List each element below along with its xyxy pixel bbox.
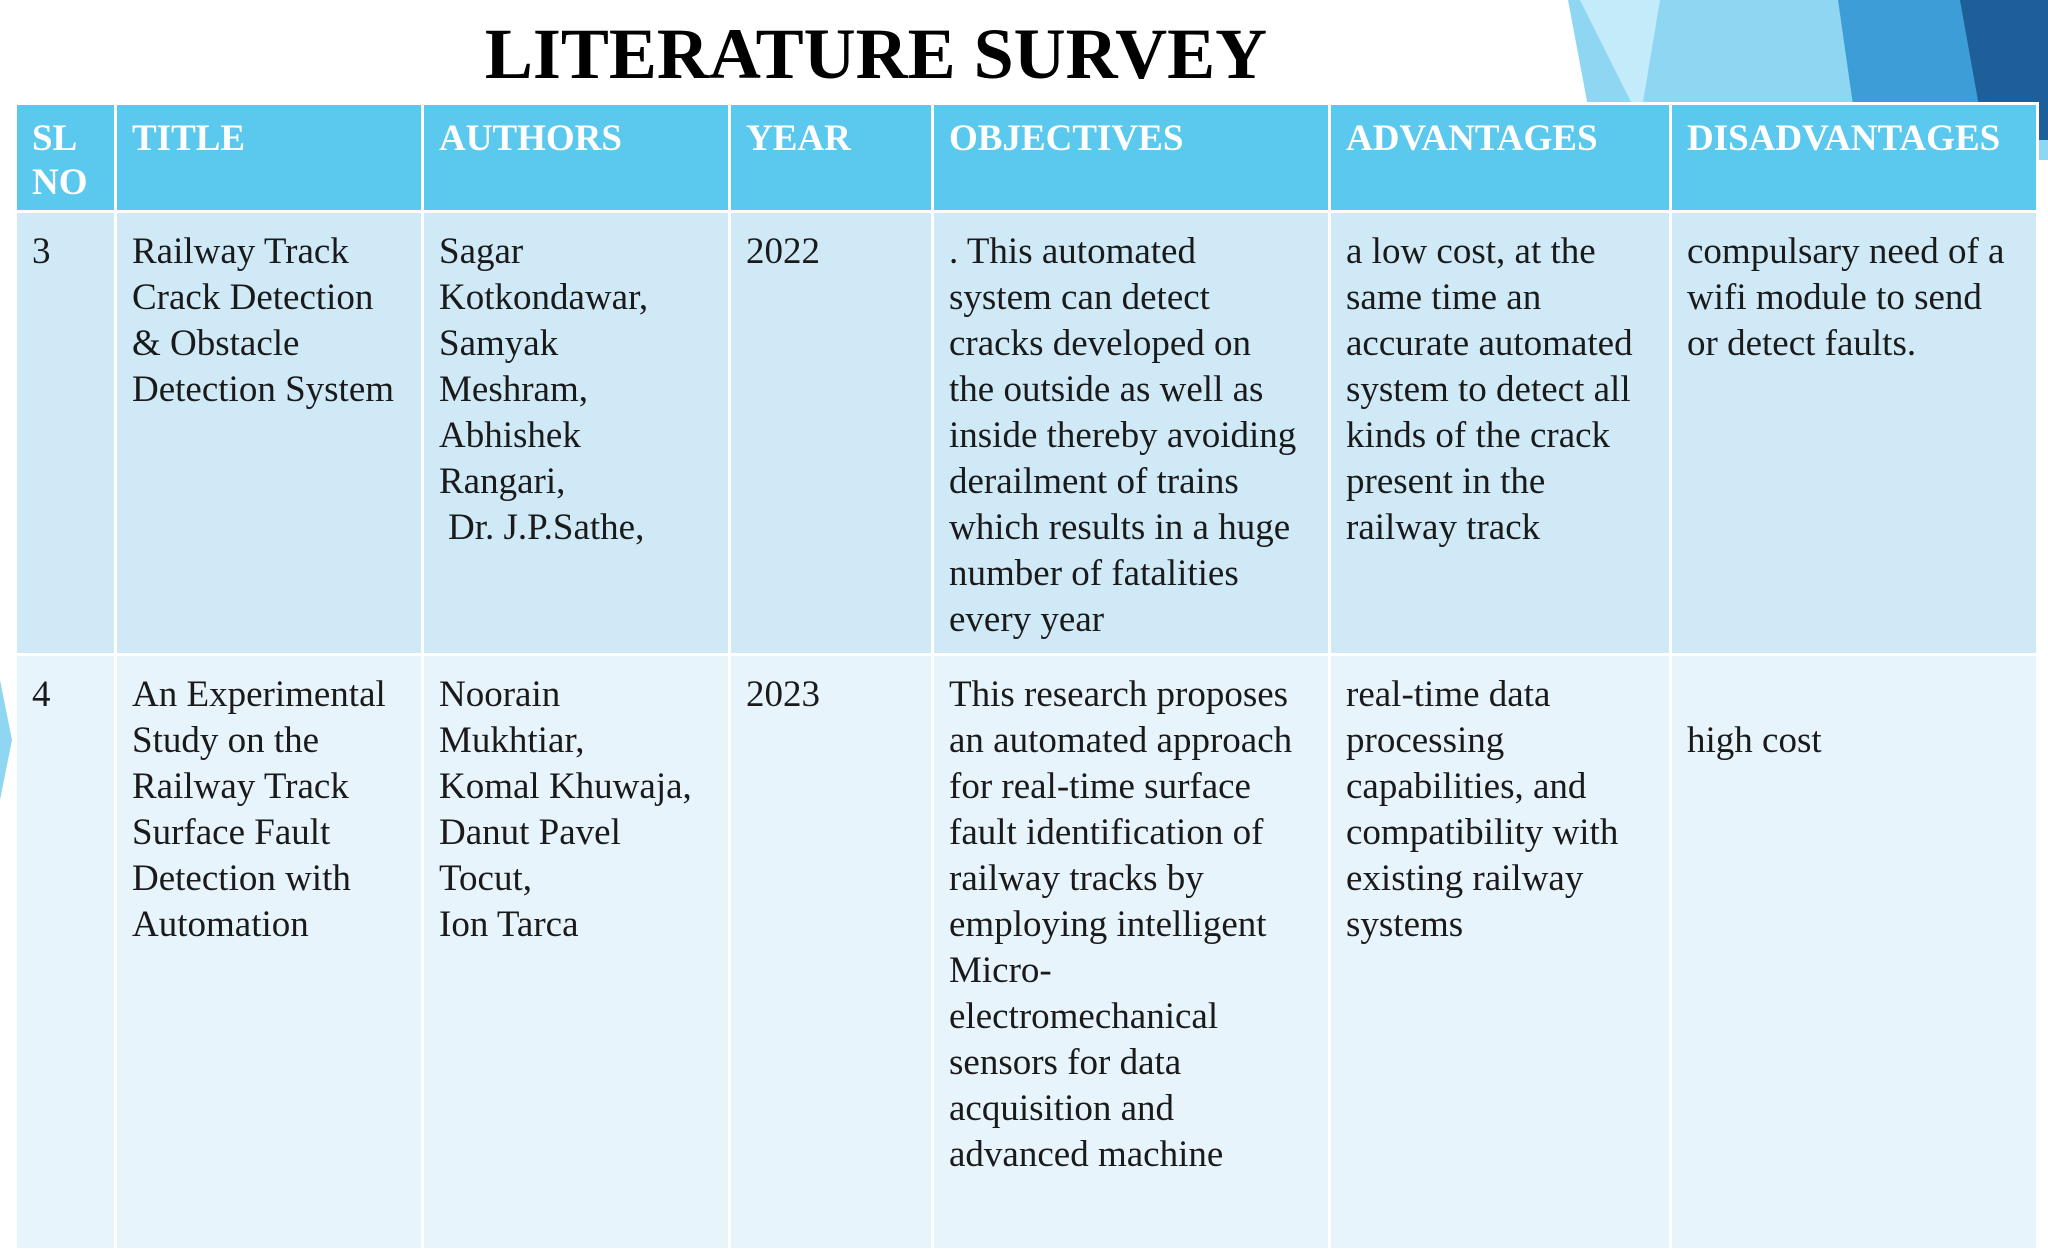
page-title: LITERATURE SURVEY	[484, 14, 1268, 94]
cell-authors: Noorain Mukhtiar, Komal Khuwaja, Danut P…	[421, 653, 731, 1251]
header-objectives: OBJECTIVES	[931, 102, 1331, 213]
header-advantages: ADVANTAGES	[1328, 102, 1672, 213]
cell-objectives: . This automated system can detect crack…	[931, 210, 1331, 656]
header-year: YEAR	[728, 102, 934, 213]
cell-title: Railway Track Crack Detection & Obstacle…	[114, 210, 424, 656]
cell-sl-no: 4	[14, 653, 117, 1251]
cell-sl-no: 3	[14, 210, 117, 656]
header-title: TITLE	[114, 102, 424, 213]
header-disadvantages: DISADVANTAGES	[1669, 102, 2039, 213]
cell-disadvantages: high cost	[1669, 653, 2039, 1251]
cell-year: 2023	[728, 653, 934, 1251]
decor-left-shard	[0, 680, 12, 800]
table-row: 4 An Experimental Study on the Railway T…	[14, 653, 2039, 1251]
cell-authors: Sagar Kotkondawar, Samyak Meshram, Abhis…	[421, 210, 731, 656]
cell-advantages: real-time data processing capabilities, …	[1328, 653, 1672, 1251]
cell-title: An Experimental Study on the Railway Tra…	[114, 653, 424, 1251]
header-authors: AUTHORS	[421, 102, 731, 213]
table-row: 3 Railway Track Crack Detection & Obstac…	[14, 210, 2039, 656]
cell-advantages: a low cost, at the same time an accurate…	[1328, 210, 1672, 656]
table-header-row: SL NO TITLE AUTHORS YEAR OBJECTIVES ADVA…	[14, 102, 2039, 213]
cell-year: 2022	[728, 210, 934, 656]
header-sl-no: SL NO	[14, 102, 117, 213]
literature-survey-table: SL NO TITLE AUTHORS YEAR OBJECTIVES ADVA…	[14, 102, 2039, 1251]
cell-disadvantages: compulsary need of a wifi module to send…	[1669, 210, 2039, 656]
cell-objectives: This research proposes an automated appr…	[931, 653, 1331, 1251]
decor-pale-shard	[1580, 0, 1660, 120]
